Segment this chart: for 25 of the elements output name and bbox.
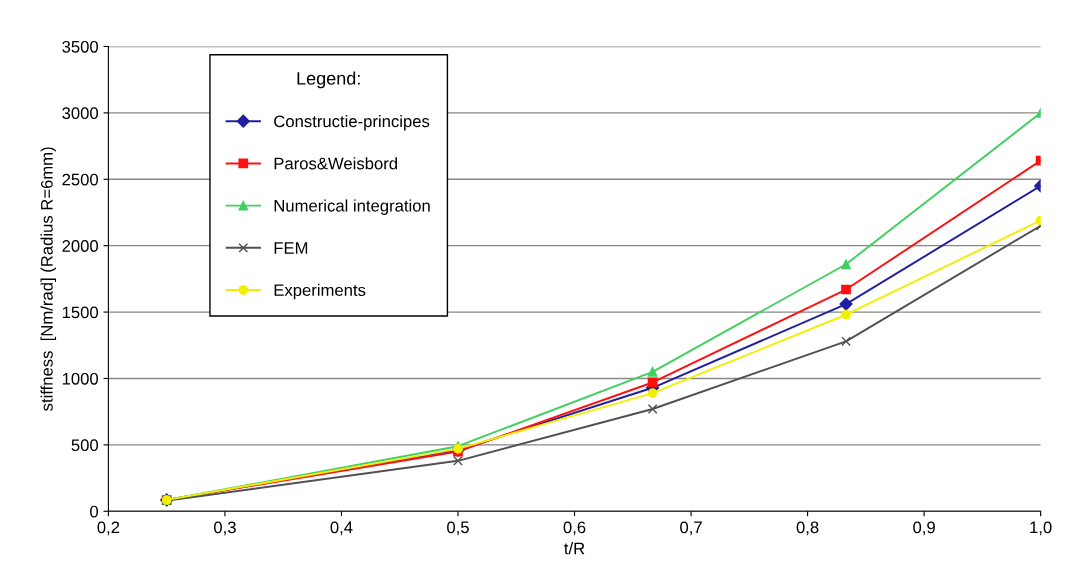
x-tick-label: 1,0 [1030,521,1052,536]
legend-label: Numerical integration [274,199,430,215]
y-axis-title: stiffness [Nm/rad] (Radius R=6mm) [40,147,57,411]
x-tick-label: 0,6 [563,521,586,536]
y-tick-label: 3000 [62,107,99,120]
y-tick-label: 500 [71,439,99,452]
x-tick-label: 0,7 [680,521,702,536]
y-tick-label: 2000 [62,240,99,252]
x-axis-title: t/R [564,542,585,555]
x-tick-label: 0,5 [447,521,469,536]
x-tick-label: 0,8 [796,521,819,536]
legend-label: Paros&Weisbord [274,157,397,170]
x-tick-label: 0,9 [913,521,935,536]
x-tick-label: 0,3 [214,521,236,536]
x-tick-label: 0,4 [330,521,353,536]
y-tick-label: 1000 [62,372,99,385]
legend-label: Constructie-principes [274,114,430,131]
legend-title: Legend: [297,71,360,89]
y-tick-label: 1500 [62,306,99,319]
legend-label: FEM [274,242,308,254]
y-tick-label: 0 [90,505,99,518]
y-tick-label: 2500 [62,173,99,186]
legend-label: Experiments [274,283,366,300]
x-tick-label: 0,2 [97,521,120,536]
y-tick-label: 3500 [62,40,99,53]
